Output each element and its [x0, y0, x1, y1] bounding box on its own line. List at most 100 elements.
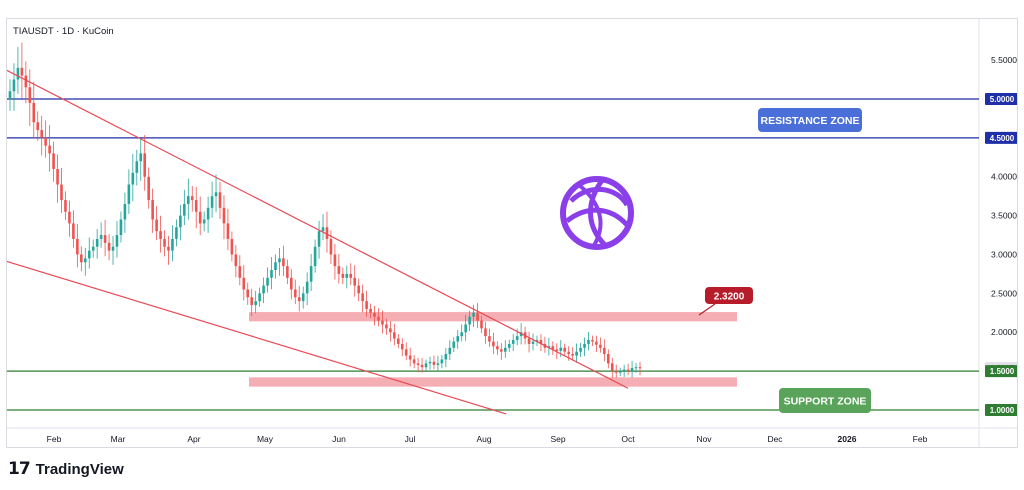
candle-body	[400, 343, 404, 350]
trendline	[7, 69, 629, 389]
candle-body	[630, 368, 634, 372]
candle-body	[301, 293, 305, 302]
candle-body	[599, 344, 602, 348]
candle-body	[551, 346, 555, 350]
candle-body	[266, 277, 269, 286]
candle-body	[187, 196, 190, 204]
candle-body	[341, 273, 345, 278]
candle-body	[151, 200, 154, 220]
candle-body	[135, 161, 139, 173]
candle-body	[24, 75, 28, 88]
price-tick-label: 3.5000	[991, 211, 1017, 221]
candle-body	[262, 285, 265, 294]
candle-body	[234, 254, 238, 267]
candle-body	[357, 285, 360, 294]
price-tick-label: 2.0000	[991, 327, 1017, 337]
candle-body	[626, 369, 630, 372]
resistance-zone-badge	[758, 108, 862, 132]
candle-body	[353, 277, 357, 286]
candle-body	[258, 293, 261, 302]
candle-body	[309, 266, 313, 282]
candle-body	[246, 289, 250, 298]
resistance-zone-badge-text: RESISTANCE ZONE	[761, 115, 860, 127]
candle-body	[440, 359, 444, 364]
candle-body	[428, 361, 432, 364]
candle-body	[591, 340, 594, 342]
time-tick-label: Apr	[187, 434, 200, 444]
candle-body	[492, 341, 495, 347]
candle-body	[107, 242, 111, 251]
candle-body	[123, 203, 127, 220]
candle-body	[373, 312, 376, 317]
candle-body	[515, 336, 519, 341]
candle-body	[103, 235, 107, 243]
candle-body	[278, 258, 281, 263]
tradingview-brand-name: TradingView	[35, 460, 124, 478]
candle-body	[242, 277, 246, 290]
price-level-label: 1.0000	[990, 406, 1015, 415]
candle-body	[507, 343, 511, 348]
candle-body	[20, 67, 24, 76]
candle-body	[76, 238, 79, 255]
candle-body	[230, 238, 234, 255]
candle-body	[579, 347, 582, 352]
candle-body	[638, 367, 642, 369]
candle-body	[571, 354, 574, 356]
candle-body	[361, 293, 364, 302]
time-tick-label: Jun	[332, 434, 346, 444]
price-level-label: 1.5000	[990, 367, 1015, 376]
candle-body	[44, 137, 47, 146]
candle-body	[416, 363, 420, 365]
candle-body	[293, 289, 297, 298]
candle-body	[365, 301, 368, 309]
candle-body	[404, 349, 408, 356]
candle-body	[159, 231, 162, 239]
candle-body	[511, 340, 515, 344]
time-tick-label: Dec	[767, 434, 783, 444]
tradingview-logo[interactable]: 17 TradingView	[8, 459, 124, 479]
tia-price-chart[interactable]: 5.5000 4.0000 3.5000 3.0000 2.5000 2.0000 Feb M…	[7, 19, 1017, 447]
candle-body	[64, 200, 67, 212]
candle-body	[254, 301, 257, 306]
candle-body	[80, 254, 83, 263]
candle-body	[614, 371, 618, 373]
chart-panel[interactable]: 5.5000 4.0000 3.5000 3.0000 2.5000 2.0000 Feb M…	[6, 18, 1018, 448]
chart-title: TIAUSDT · 1D · KuCoin	[13, 26, 114, 37]
candle-body	[622, 369, 626, 372]
candle-body	[83, 258, 87, 263]
candle-body	[179, 215, 182, 228]
candle-body	[583, 343, 586, 348]
candle-body	[111, 246, 115, 251]
candle-body	[381, 320, 384, 325]
candle-body	[587, 340, 590, 344]
candle-body	[32, 102, 36, 123]
support-zone-badge	[779, 388, 871, 413]
price-target-pointer	[698, 303, 716, 316]
candle-body	[171, 238, 174, 251]
candle-body	[305, 281, 309, 294]
time-tick-label: Nov	[696, 434, 712, 444]
price-target-badge	[705, 287, 753, 304]
candle-body	[175, 227, 178, 239]
candle-body	[206, 207, 210, 220]
candle-body	[60, 184, 63, 201]
candle-body	[393, 332, 396, 339]
candle-body	[337, 266, 341, 274]
candle-body	[456, 336, 460, 342]
candle-body	[607, 354, 610, 364]
candle-body	[503, 347, 507, 352]
candle-body	[472, 312, 475, 317]
price-tick-label: 4.0000	[991, 172, 1017, 182]
price-zone	[249, 312, 737, 322]
candle-body	[567, 351, 570, 355]
candle-body	[297, 297, 301, 302]
time-tick-label: Mar	[111, 434, 126, 444]
price-tick-label: 3.0000	[991, 249, 1017, 259]
time-tick-label: Feb	[47, 434, 62, 444]
candle-body	[349, 273, 353, 278]
candle-body	[270, 270, 273, 278]
candle-body	[139, 153, 143, 162]
grid-layer	[7, 19, 1017, 447]
candle-body	[52, 153, 55, 169]
zone-layer	[249, 312, 737, 387]
